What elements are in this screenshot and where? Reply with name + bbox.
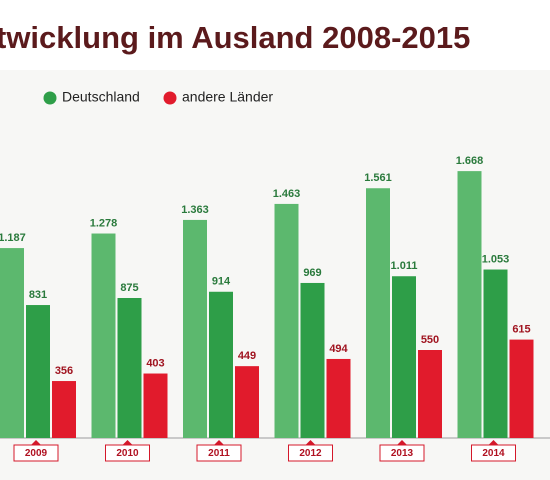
value-label: 356	[55, 365, 73, 377]
legend-label: Deutschland	[62, 89, 140, 105]
category-box	[379, 444, 425, 462]
value-label: 1.561	[364, 172, 392, 184]
x-tick-label: 2010	[116, 448, 139, 459]
bar	[509, 339, 534, 438]
tick-pointer	[122, 440, 133, 445]
value-label: 1.011	[391, 260, 418, 272]
x-tick-label: 2014	[482, 448, 505, 459]
value-label: 1.187	[0, 232, 26, 244]
legend-marker	[163, 91, 177, 105]
value-label: 403	[146, 357, 164, 369]
tick-pointer	[397, 440, 407, 445]
bar	[209, 291, 233, 438]
chart-title: twicklung im Ausland 2008-2015	[0, 20, 470, 55]
title-band	[0, 0, 550, 70]
x-tick-label: 2009	[25, 448, 48, 459]
value-label: 1.053	[482, 253, 510, 265]
bar	[483, 269, 508, 438]
legend-label: andere Länder	[182, 89, 273, 105]
bar	[392, 276, 416, 438]
value-label: 494	[329, 343, 348, 355]
value-label: 550	[421, 334, 439, 346]
legend-marker	[43, 91, 57, 105]
tick-pointer	[488, 440, 499, 445]
bar	[274, 203, 299, 438]
x-tick-label: 2012	[299, 448, 322, 459]
value-label: 449	[238, 350, 256, 362]
value-label: 914	[212, 276, 231, 288]
bar	[0, 248, 24, 438]
bar	[26, 305, 50, 438]
category-box	[105, 444, 150, 462]
bar	[366, 188, 390, 438]
category-box	[288, 444, 333, 462]
bar	[326, 358, 351, 438]
bar	[52, 381, 76, 438]
tick-pointer	[305, 440, 316, 445]
value-label: 831	[29, 289, 47, 301]
value-label: 1.363	[181, 204, 209, 216]
bar	[235, 366, 259, 438]
value-label: 1.463	[273, 188, 301, 200]
value-label: 615	[512, 324, 530, 336]
category-box	[196, 444, 242, 462]
tick-pointer	[214, 440, 224, 445]
bar	[183, 219, 207, 438]
x-tick-label: 2013	[391, 448, 414, 459]
tick-pointer	[31, 440, 41, 445]
value-label: 875	[120, 282, 138, 294]
value-label: 1.278	[90, 217, 118, 229]
bar	[300, 282, 325, 438]
value-label: 969	[303, 267, 321, 279]
bar	[143, 373, 168, 438]
category-box	[13, 444, 59, 462]
bar	[91, 233, 116, 438]
bar	[457, 171, 482, 438]
x-tick-label: 2011	[208, 448, 230, 459]
bar	[117, 298, 142, 438]
category-box	[471, 444, 516, 462]
value-label: 1.668	[456, 155, 484, 167]
bar	[418, 350, 442, 438]
